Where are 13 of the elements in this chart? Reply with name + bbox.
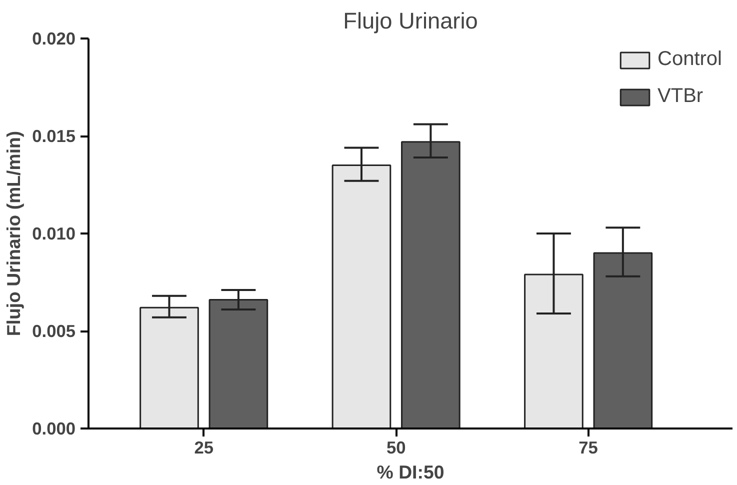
y-axis-title: Flujo Urinario (mL/min) <box>3 130 24 336</box>
x-tick-label: 50 <box>386 438 406 458</box>
x-axis-title: % DI:50 <box>376 462 444 482</box>
chart-title: Flujo Urinario <box>343 8 478 34</box>
x-tick-label: 25 <box>194 438 214 458</box>
legend-label: Control <box>658 48 722 71</box>
y-tick-label: 0.010 <box>32 224 76 244</box>
y-tick-label: 0.015 <box>32 126 76 146</box>
y-tick-label: 0.000 <box>32 418 76 438</box>
y-tick-label: 0.005 <box>32 321 76 341</box>
x-tick-label: 75 <box>578 438 598 458</box>
legend-label: VTBr <box>658 85 704 108</box>
y-tick-label: 0.020 <box>32 28 76 48</box>
